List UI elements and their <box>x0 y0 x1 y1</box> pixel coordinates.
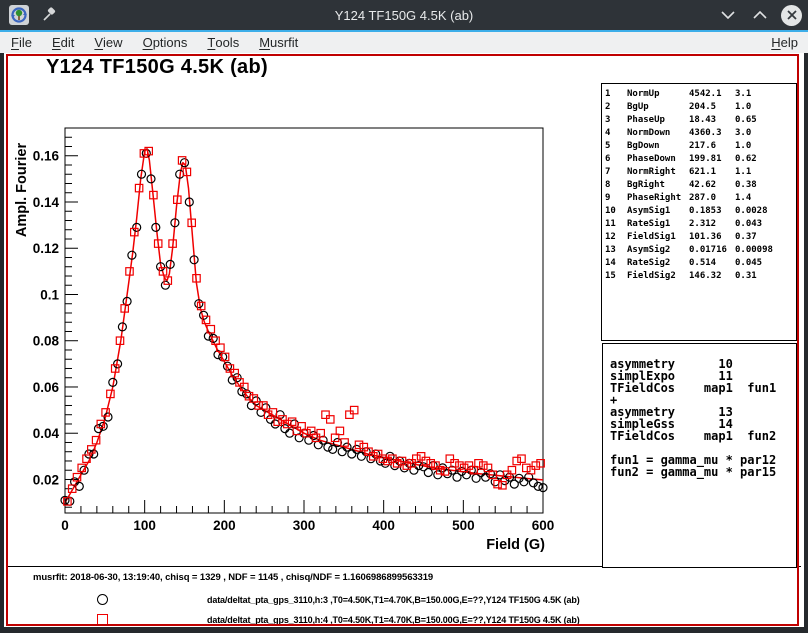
fit-info-text: musrfit: 2018-06-30, 13:19:40, chisq = 1… <box>33 572 434 583</box>
theory-text: asymmetry 10 simplExpo 11 TFieldCos map1… <box>610 357 777 479</box>
legend-label-run4: data/deltat_pta_gps_3110,h:4 ,T0=4.50K,T… <box>207 615 580 625</box>
theory-pad[interactable]: asymmetry 10 simplExpo 11 TFieldCos map1… <box>602 343 797 568</box>
minimize-button[interactable] <box>717 4 739 26</box>
svg-text:Ampl. Fourier: Ampl. Fourier <box>14 143 30 238</box>
param-row: 5 BgDown 217.6 1.0 <box>605 141 752 151</box>
svg-text:100: 100 <box>133 518 156 533</box>
param-row: 10 AsymSig1 0.1853 0.0028 <box>605 206 768 216</box>
pin-icon[interactable] <box>41 7 57 23</box>
param-row: 1 NormUp 4542.1 3.1 <box>605 89 752 99</box>
window-title: Y124 TF150G 4.5K (ab) <box>334 7 474 23</box>
svg-text:300: 300 <box>293 518 316 533</box>
param-row: 12 FieldSig1 101.36 0.37 <box>605 232 757 242</box>
maximize-button[interactable] <box>749 4 771 26</box>
close-icon <box>786 10 797 20</box>
chevron-up-icon <box>753 11 767 19</box>
accent-line <box>0 30 808 32</box>
svg-text:0.08: 0.08 <box>33 334 60 349</box>
svg-text:200: 200 <box>213 518 236 533</box>
svg-text:0.12: 0.12 <box>33 241 59 256</box>
series-square <box>63 146 545 506</box>
param-row: 13 AsymSig2 0.01716 0.00098 <box>605 245 773 255</box>
title-bar[interactable]: Y124 TF150G 4.5K (ab) <box>0 0 808 30</box>
close-button[interactable] <box>781 4 802 26</box>
svg-text:400: 400 <box>372 518 395 533</box>
svg-text:0.06: 0.06 <box>33 380 60 395</box>
param-row: 2 BgUp 204.5 1.0 <box>605 102 752 112</box>
legend-square-marker <box>97 614 108 625</box>
svg-text:Field (G): Field (G) <box>486 537 545 553</box>
svg-text:0.16: 0.16 <box>33 149 60 164</box>
svg-text:500: 500 <box>452 518 475 533</box>
param-row: 9 PhaseRight 287.0 1.4 <box>605 193 752 203</box>
fit-line <box>64 148 544 503</box>
svg-text:600: 600 <box>532 518 555 533</box>
pad-separator-line <box>8 566 801 567</box>
svg-text:0.14: 0.14 <box>33 195 60 210</box>
plot-pad[interactable]: 0.02 0.04 0.06 0.08 0.1 0.12 0.14 0.16 0 100 200 30… <box>4 53 604 573</box>
param-row: 6 PhaseDown 199.81 0.62 <box>605 154 757 164</box>
param-row: 8 BgRight 42.62 0.38 <box>605 180 757 190</box>
param-row: 14 RateSig2 0.514 0.045 <box>605 258 763 268</box>
svg-text:0.04: 0.04 <box>33 426 60 441</box>
legend-label-run3: data/deltat_pta_gps_3110,h:3 ,T0=4.50K,T… <box>207 595 580 605</box>
param-row: 3 PhaseUp 18.43 0.65 <box>605 115 757 125</box>
app-icon <box>9 5 29 25</box>
chevron-down-icon <box>721 11 735 19</box>
svg-text:0.1: 0.1 <box>40 287 59 302</box>
param-row: 15 FieldSig2 146.32 0.31 <box>605 271 757 281</box>
param-row: 7 NormRight 621.1 1.1 <box>605 167 752 177</box>
param-row: 4 NormDown 4360.3 3.0 <box>605 128 752 138</box>
param-row: 11 RateSig1 2.312 0.043 <box>605 219 763 229</box>
series-circle <box>60 148 548 506</box>
svg-text:0: 0 <box>61 518 69 533</box>
svg-text:0.02: 0.02 <box>33 472 59 487</box>
plot-title: Y124 TF150G 4.5K (ab) <box>46 56 268 78</box>
parameter-pad[interactable]: 1 NormUp 4542.1 3.1 2 BgUp 204.5 1.0 3 PhaseUp 18.… <box>601 83 797 341</box>
root-canvas[interactable]: Y124 TF150G 4.5K (ab) 0.02 0.04 0.06 0.08 0.… <box>4 53 804 627</box>
legend-circle-marker <box>97 594 108 605</box>
